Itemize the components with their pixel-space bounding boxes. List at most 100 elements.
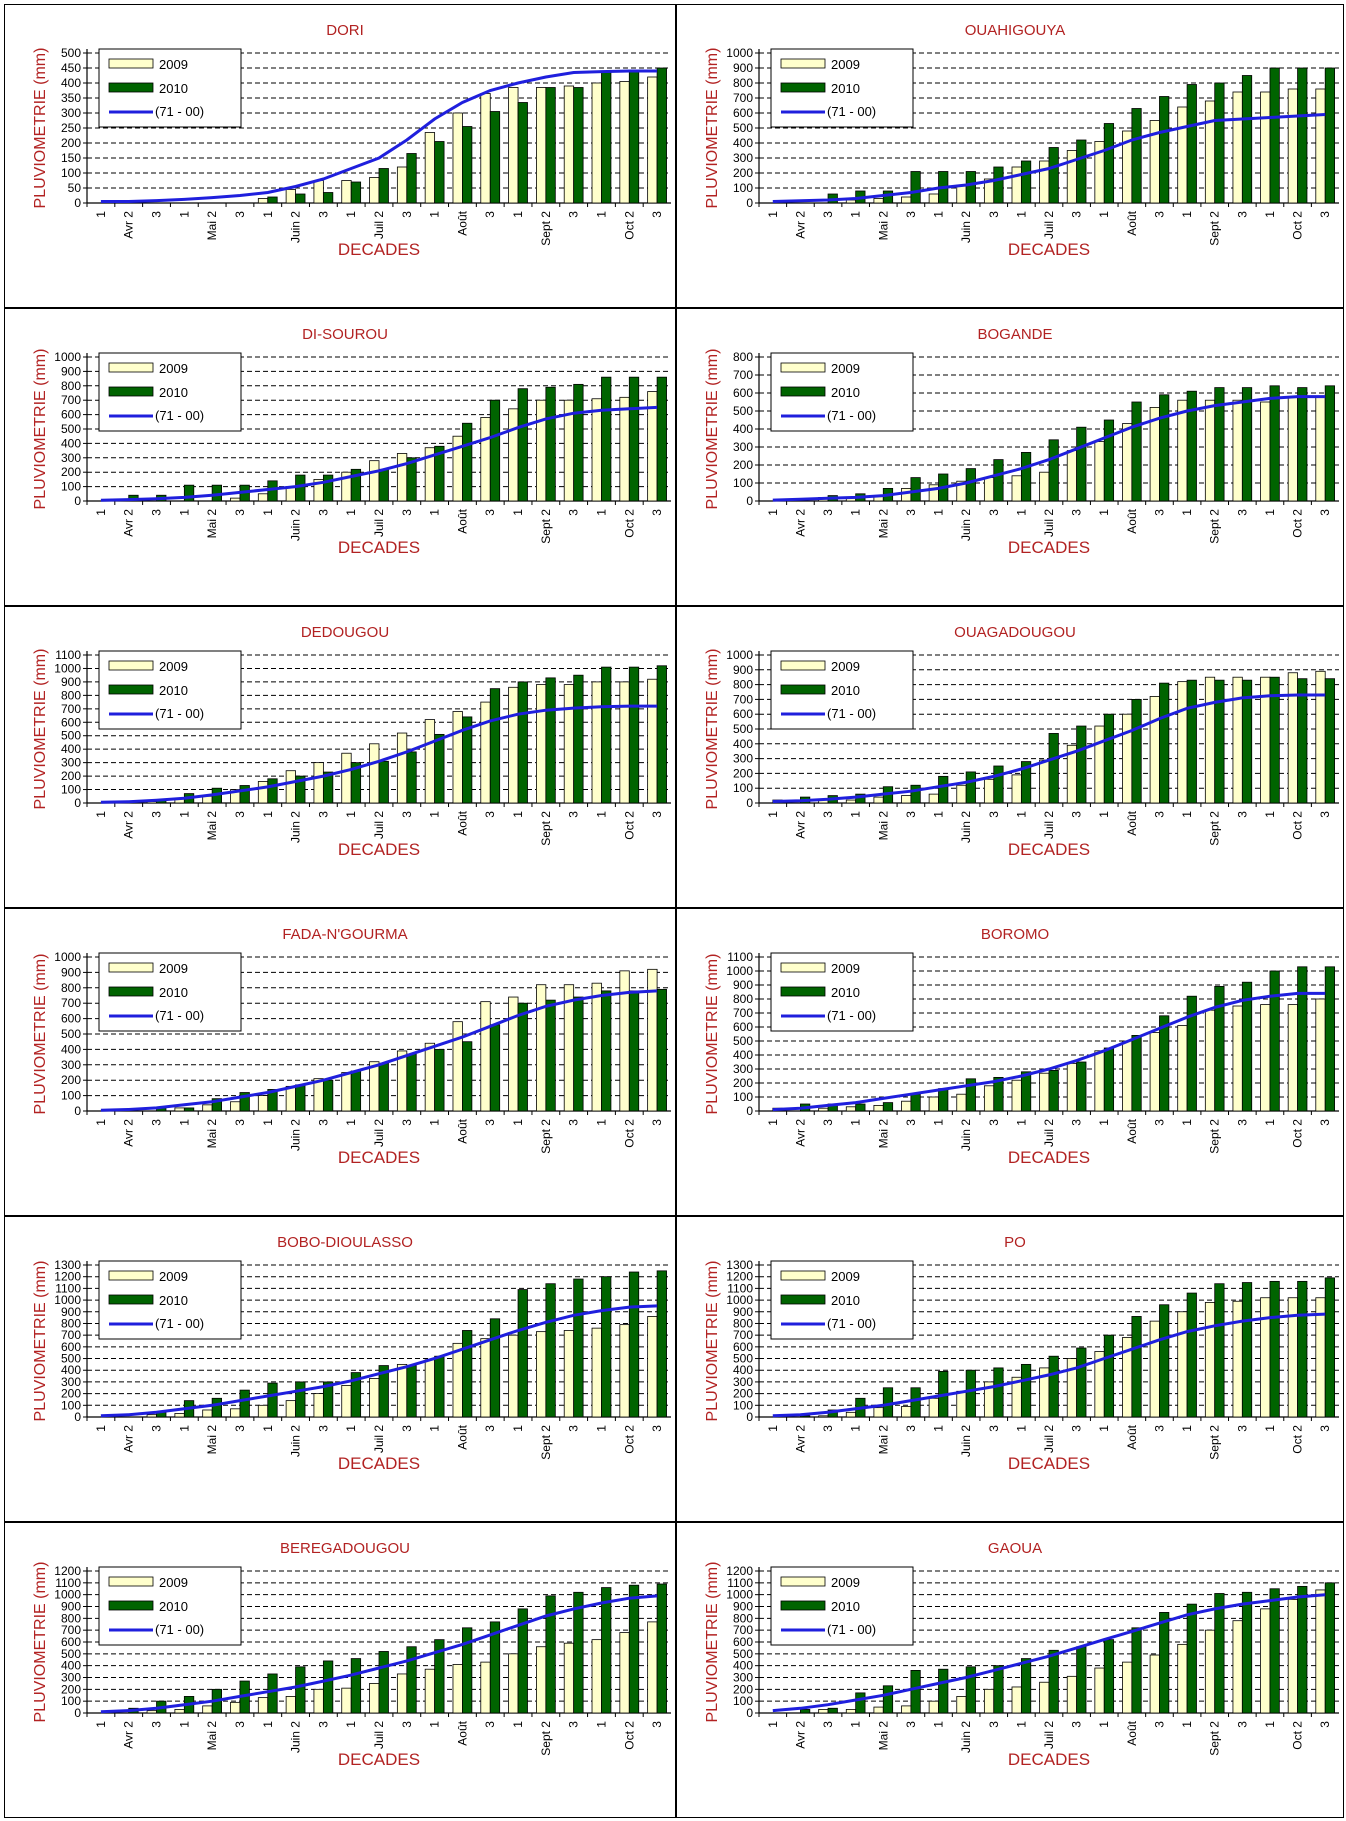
bar-2010 — [545, 677, 556, 804]
bar-2010 — [545, 87, 556, 204]
x-tick-label: 1 — [261, 1721, 275, 1728]
x-tick-label: 3 — [821, 509, 835, 516]
y-tick-label: 900 — [733, 61, 753, 75]
bar-2010 — [800, 1709, 811, 1714]
bar-2009 — [396, 1673, 408, 1714]
x-axis-label: DECADES — [338, 538, 420, 557]
bar-2009 — [257, 198, 269, 204]
legend-swatch-2010 — [108, 386, 154, 397]
bar-2009 — [1260, 1608, 1271, 1714]
bar-2009 — [1094, 725, 1105, 804]
y-tick-label: 900 — [733, 663, 753, 677]
y-tick-label: 800 — [733, 1316, 753, 1330]
x-tick-label: 3 — [400, 1425, 414, 1432]
y-tick-label: 800 — [61, 1611, 81, 1625]
x-tick-label: 3 — [1070, 1721, 1084, 1728]
bar-2009 — [901, 1406, 912, 1418]
bar-2010 — [993, 1367, 1004, 1418]
x-tick-label: 1 — [594, 1425, 608, 1432]
x-tick-label: 3 — [150, 509, 164, 516]
x-axis-label: DECADES — [1008, 1148, 1090, 1167]
x-tick-label: 3 — [1235, 1119, 1249, 1126]
y-tick-label: 500 — [733, 1647, 753, 1661]
x-tick-label: 3 — [1152, 1721, 1166, 1728]
y-tick-label: 600 — [61, 1012, 81, 1026]
y-tick-label: 800 — [733, 992, 753, 1006]
bar-2009 — [1011, 1686, 1022, 1714]
x-tick-label: 1 — [177, 211, 191, 218]
bar-2009 — [1011, 475, 1022, 502]
y-tick-label: 1100 — [727, 950, 753, 964]
bar-2009 — [452, 1342, 463, 1418]
bar-2010 — [239, 785, 250, 804]
bar-2010 — [295, 1381, 306, 1418]
y-tick-label: 100 — [61, 166, 81, 180]
x-tick-label: 1 — [932, 1119, 946, 1126]
x-tick-label: 3 — [316, 1721, 330, 1728]
y-tick-label: 300 — [733, 1062, 753, 1076]
x-tick-label: 3 — [650, 811, 664, 818]
y-axis-label: PLUVIOMETRIE (mm) — [704, 349, 721, 510]
bar-2010 — [882, 1387, 894, 1418]
bar-2009 — [508, 996, 519, 1112]
legend-swatch-2009 — [108, 1576, 154, 1587]
bar-2009 — [396, 732, 408, 804]
y-tick-label: 300 — [61, 1671, 81, 1685]
chart-panel-boromo: BOROMO 0 100 200 300 400 500 600 700 800 900 1000 11… — [676, 908, 1344, 1216]
x-tick-label: Juil 2 — [1042, 1721, 1056, 1749]
y-tick-label: 0 — [74, 796, 81, 810]
x-tick-label: 1 — [261, 811, 275, 818]
bar-2009 — [285, 1696, 296, 1714]
bar-2010 — [295, 1666, 306, 1714]
bar-2010 — [965, 1078, 976, 1112]
chart-svg: OUAGADOUGOU01002003004005006007008009001… — [704, 624, 1339, 859]
legend-label-2009: 2009 — [831, 1269, 860, 1284]
bar-2009 — [285, 770, 296, 804]
legend-swatch-2009 — [108, 1270, 154, 1281]
chart-title: BOGANDE — [977, 326, 1052, 343]
y-tick-label: 350 — [61, 91, 81, 105]
y-tick-label: 200 — [61, 769, 81, 783]
legend-label-2009: 2009 — [831, 659, 860, 674]
bar-2010 — [1186, 390, 1197, 502]
chart-panel-ouagadougou: OUAGADOUGOU 0 100 200 300 400 500 600 700 800 900 1… — [676, 606, 1344, 908]
x-tick-label: 1 — [1014, 811, 1028, 818]
bar-2010 — [1241, 1591, 1253, 1714]
bar-2009 — [1177, 1643, 1188, 1714]
bar-2009 — [396, 453, 408, 502]
x-tick-label: 1 — [1263, 1425, 1277, 1432]
x-tick-label: 1 — [511, 1119, 525, 1126]
legend-swatch-2010 — [780, 986, 826, 997]
bar-2010 — [1103, 1047, 1115, 1112]
bar-2009 — [901, 795, 912, 804]
x-tick-label: 1 — [849, 811, 863, 818]
y-tick-label: 800 — [61, 1316, 81, 1330]
y-tick-label: 200 — [61, 1073, 81, 1087]
bar-2010 — [965, 1666, 976, 1714]
y-tick-label: 700 — [733, 1623, 753, 1637]
bar-2009 — [591, 1639, 602, 1714]
bar-2010 — [1186, 679, 1197, 804]
bar-2010 — [1020, 1363, 1032, 1418]
chart-svg: GAOUA 01002003004005006007008009001000110… — [704, 1540, 1339, 1769]
bar-2009 — [1287, 1004, 1298, 1112]
x-tick-label: Août — [1125, 1720, 1139, 1745]
bar-2009 — [1315, 1589, 1326, 1714]
y-tick-label: 400 — [61, 1042, 81, 1056]
y-tick-label: 400 — [733, 1659, 753, 1673]
x-tick-label: Juin 2 — [959, 1119, 973, 1151]
bar-2010 — [489, 111, 501, 204]
bar-2010 — [322, 1079, 334, 1112]
x-tick-label: 1 — [261, 211, 275, 218]
bar-2010 — [993, 459, 1004, 502]
bar-2010 — [239, 1389, 250, 1418]
x-tick-label: 3 — [150, 211, 164, 218]
x-axis-label: DECADES — [338, 1750, 420, 1769]
bar-2009 — [563, 1642, 575, 1714]
bar-2010 — [350, 1372, 362, 1418]
x-tick-label: Juin 2 — [289, 1425, 303, 1457]
legend-swatch-2009 — [108, 962, 154, 973]
bar-2009 — [1260, 1004, 1271, 1112]
bar-2010 — [462, 422, 473, 502]
x-tick-label: 1 — [1263, 509, 1277, 516]
